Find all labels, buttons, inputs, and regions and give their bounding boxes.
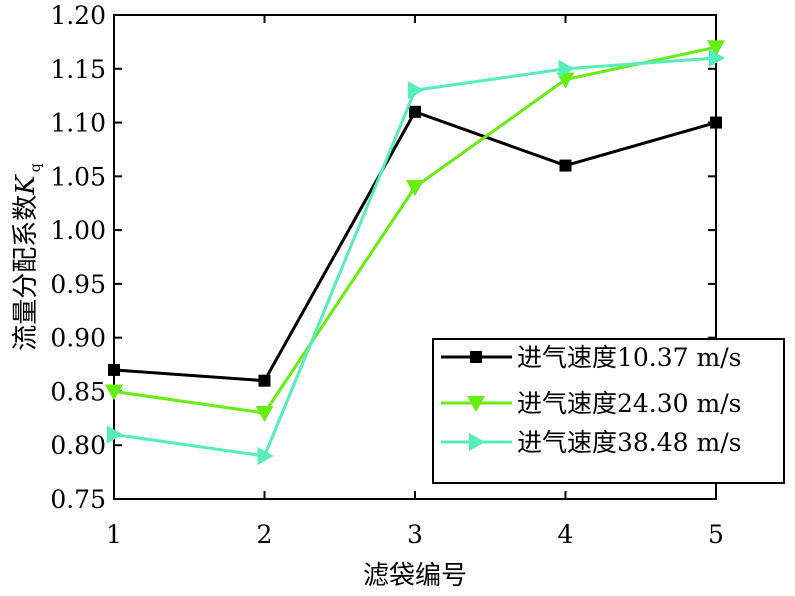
data-point (107, 425, 123, 444)
data-point (408, 81, 424, 100)
legend-label: 进气速度38.48 m/s (517, 428, 741, 457)
series-1 (108, 105, 722, 387)
y-tick-label: 0.95 (50, 270, 106, 299)
legend-item-3: 进气速度38.48 m/s (441, 428, 741, 457)
x-tick-label: 2 (257, 520, 273, 549)
series-3 (107, 49, 725, 465)
y-tick-label: 1.00 (50, 216, 106, 245)
data-point (255, 405, 274, 422)
data-point (710, 116, 722, 129)
data-point (556, 72, 575, 89)
data-point (108, 363, 120, 376)
y-axis-title-group: 流量分配系数Kq (11, 163, 44, 350)
y-axis: 0.75 0.80 0.85 0.90 0.95 1.00 1.05 1.10 1.15 1.20 (50, 1, 716, 514)
y-axis-title: 流量分配系数Kq (11, 163, 44, 350)
legend-label: 进气速度10.37 m/s (517, 343, 741, 372)
legend-marker (470, 351, 482, 363)
data-point (406, 180, 424, 197)
y-tick-label: 0.90 (50, 324, 106, 353)
y-axis-title-subscript: q (28, 163, 44, 172)
y-tick-label: 1.05 (50, 162, 106, 191)
y-tick-label: 1.10 (50, 109, 106, 138)
series-layer (105, 40, 725, 465)
data-point (707, 40, 725, 57)
x-tick-label: 4 (558, 520, 574, 549)
x-tick-label: 3 (407, 520, 423, 549)
legend-marker (469, 433, 485, 451)
x-axis-title: 滤袋编号 (363, 561, 467, 591)
y-tick-label: 0.80 (50, 431, 106, 460)
y-axis-title-symbol: K (11, 174, 41, 196)
data-point (258, 374, 271, 387)
data-point (105, 384, 123, 401)
series-2 (105, 40, 725, 422)
legend-box (432, 338, 785, 484)
x-axis: 1 2 3 4 5 (106, 15, 724, 549)
data-point (709, 49, 725, 68)
data-point (409, 105, 421, 118)
y-tick-label: 0.75 (50, 485, 106, 514)
legend-item-2: 进气速度24.30 m/s (441, 389, 741, 418)
legend: 进气速度10.37 m/s 进气速度24.30 m/s 进气速度38.48 m/s (432, 338, 785, 484)
data-point (257, 446, 274, 465)
y-tick-label: 1.15 (50, 55, 106, 84)
legend-item-1: 进气速度10.37 m/s (441, 343, 741, 372)
y-tick-label: 0.85 (50, 377, 106, 406)
y-tick-label: 1.20 (50, 1, 106, 30)
data-point (559, 159, 572, 172)
data-point (558, 59, 575, 78)
x-tick-label: 1 (106, 520, 122, 549)
legend-label: 进气速度24.30 m/s (517, 389, 741, 418)
legend-marker (467, 396, 485, 412)
x-tick-label: 5 (708, 520, 724, 549)
y-axis-title-text: 流量分配系数 (11, 195, 41, 351)
